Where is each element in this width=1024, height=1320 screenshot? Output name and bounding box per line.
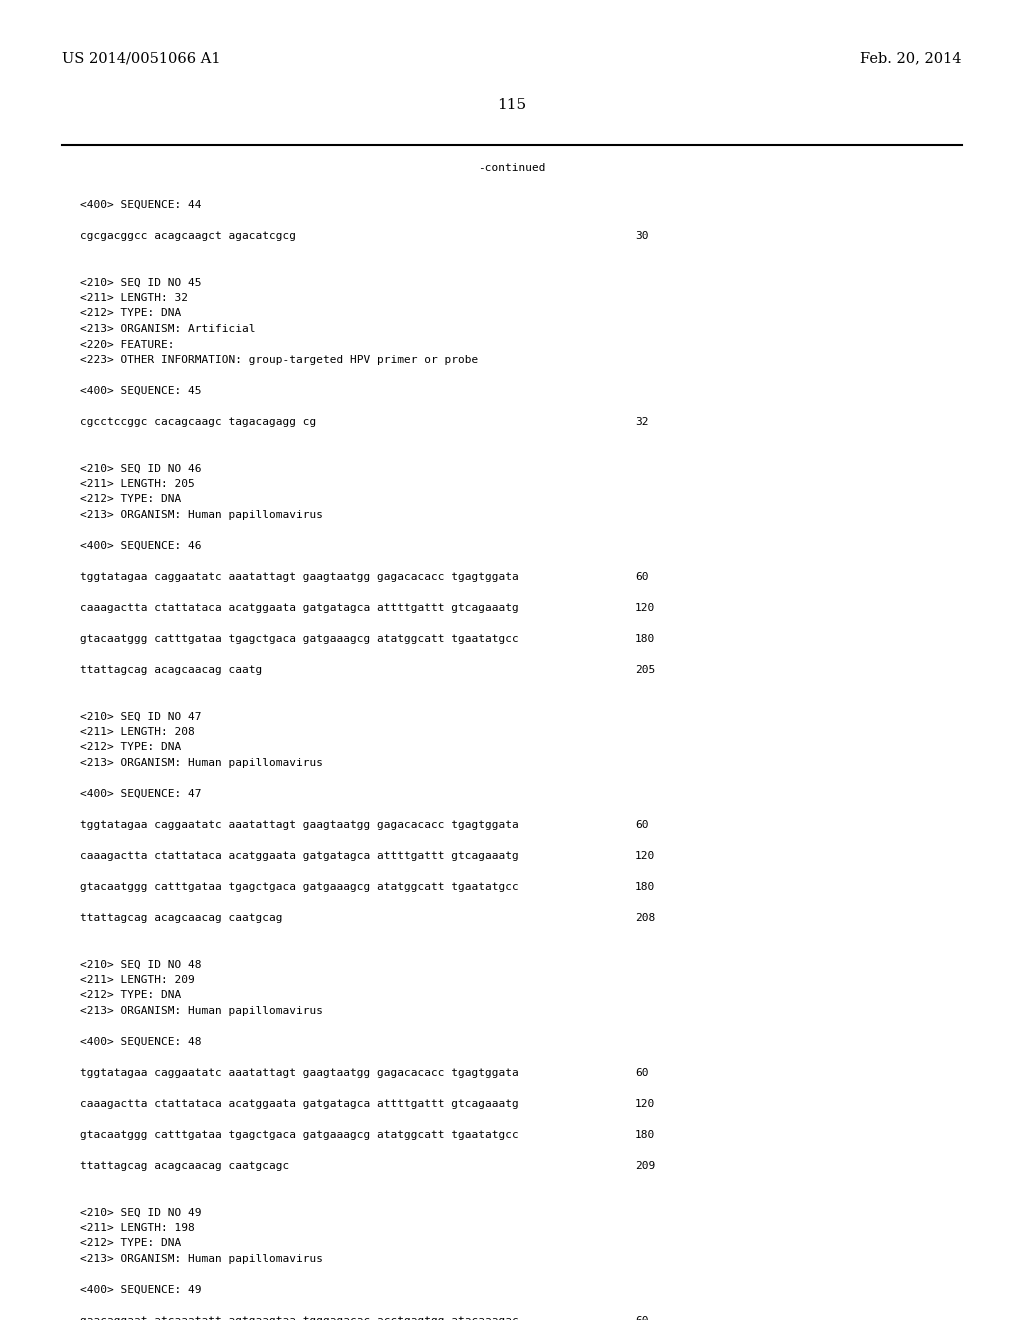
Text: <211> LENGTH: 209: <211> LENGTH: 209 [80,975,195,985]
Text: 60: 60 [635,572,648,582]
Text: cgcctccggc cacagcaagc tagacagagg cg: cgcctccggc cacagcaagc tagacagagg cg [80,417,316,426]
Text: 60: 60 [635,1316,648,1320]
Text: cgcgacggcc acagcaagct agacatcgcg: cgcgacggcc acagcaagct agacatcgcg [80,231,296,242]
Text: gtacaatggg catttgataa tgagctgaca gatgaaagcg atatggcatt tgaatatgcc: gtacaatggg catttgataa tgagctgaca gatgaaa… [80,634,519,644]
Text: gtacaatggg catttgataa tgagctgaca gatgaaagcg atatggcatt tgaatatgcc: gtacaatggg catttgataa tgagctgaca gatgaaa… [80,882,519,892]
Text: ttattagcag acagcaacag caatgcag: ttattagcag acagcaacag caatgcag [80,913,283,923]
Text: caaagactta ctattataca acatggaata gatgatagca attttgattt gtcagaaatg: caaagactta ctattataca acatggaata gatgata… [80,851,519,861]
Text: <400> SEQUENCE: 47: <400> SEQUENCE: 47 [80,789,202,799]
Text: US 2014/0051066 A1: US 2014/0051066 A1 [62,51,220,65]
Text: <211> LENGTH: 205: <211> LENGTH: 205 [80,479,195,488]
Text: 205: 205 [635,665,655,675]
Text: <223> OTHER INFORMATION: group-targeted HPV primer or probe: <223> OTHER INFORMATION: group-targeted … [80,355,478,366]
Text: 120: 120 [635,1100,655,1109]
Text: <400> SEQUENCE: 46: <400> SEQUENCE: 46 [80,541,202,550]
Text: 120: 120 [635,603,655,612]
Text: tggtatagaa caggaatatc aaatattagt gaagtaatgg gagacacacc tgagtggata: tggtatagaa caggaatatc aaatattagt gaagtaa… [80,1068,519,1078]
Text: 209: 209 [635,1162,655,1171]
Text: ttattagcag acagcaacag caatgcagc: ttattagcag acagcaacag caatgcagc [80,1162,289,1171]
Text: <212> TYPE: DNA: <212> TYPE: DNA [80,742,181,752]
Text: <211> LENGTH: 198: <211> LENGTH: 198 [80,1224,195,1233]
Text: gtacaatggg catttgataa tgagctgaca gatgaaagcg atatggcatt tgaatatgcc: gtacaatggg catttgataa tgagctgaca gatgaaa… [80,1130,519,1140]
Text: <210> SEQ ID NO 49: <210> SEQ ID NO 49 [80,1208,202,1217]
Text: <211> LENGTH: 208: <211> LENGTH: 208 [80,727,195,737]
Text: <210> SEQ ID NO 45: <210> SEQ ID NO 45 [80,277,202,288]
Text: -continued: -continued [478,162,546,173]
Text: <213> ORGANISM: Human papillomavirus: <213> ORGANISM: Human papillomavirus [80,1006,323,1016]
Text: Feb. 20, 2014: Feb. 20, 2014 [860,51,962,65]
Text: <210> SEQ ID NO 46: <210> SEQ ID NO 46 [80,463,202,474]
Text: <210> SEQ ID NO 48: <210> SEQ ID NO 48 [80,960,202,969]
Text: ttattagcag acagcaacag caatg: ttattagcag acagcaacag caatg [80,665,262,675]
Text: <213> ORGANISM: Artificial: <213> ORGANISM: Artificial [80,323,256,334]
Text: <400> SEQUENCE: 49: <400> SEQUENCE: 49 [80,1284,202,1295]
Text: <212> TYPE: DNA: <212> TYPE: DNA [80,495,181,504]
Text: tggtatagaa caggaatatc aaatattagt gaagtaatgg gagacacacc tgagtggata: tggtatagaa caggaatatc aaatattagt gaagtaa… [80,572,519,582]
Text: 120: 120 [635,851,655,861]
Text: <212> TYPE: DNA: <212> TYPE: DNA [80,309,181,318]
Text: <213> ORGANISM: Human papillomavirus: <213> ORGANISM: Human papillomavirus [80,758,323,768]
Text: <400> SEQUENCE: 45: <400> SEQUENCE: 45 [80,385,202,396]
Text: <220> FEATURE:: <220> FEATURE: [80,339,174,350]
Text: 30: 30 [635,231,648,242]
Text: <212> TYPE: DNA: <212> TYPE: DNA [80,990,181,1001]
Text: gaacaggaat atcaaatatt agtgaagtaa tgggagacac acctgagtgg atacaaagac: gaacaggaat atcaaatatt agtgaagtaa tgggaga… [80,1316,519,1320]
Text: <210> SEQ ID NO 47: <210> SEQ ID NO 47 [80,711,202,722]
Text: 208: 208 [635,913,655,923]
Text: <400> SEQUENCE: 44: <400> SEQUENCE: 44 [80,201,202,210]
Text: 60: 60 [635,1068,648,1078]
Text: 32: 32 [635,417,648,426]
Text: caaagactta ctattataca acatggaata gatgatagca attttgattt gtcagaaatg: caaagactta ctattataca acatggaata gatgata… [80,1100,519,1109]
Text: <212> TYPE: DNA: <212> TYPE: DNA [80,1238,181,1249]
Text: 180: 180 [635,882,655,892]
Text: 180: 180 [635,1130,655,1140]
Text: <211> LENGTH: 32: <211> LENGTH: 32 [80,293,188,304]
Text: tggtatagaa caggaatatc aaatattagt gaagtaatgg gagacacacc tgagtggata: tggtatagaa caggaatatc aaatattagt gaagtaa… [80,820,519,830]
Text: <400> SEQUENCE: 48: <400> SEQUENCE: 48 [80,1038,202,1047]
Text: <213> ORGANISM: Human papillomavirus: <213> ORGANISM: Human papillomavirus [80,1254,323,1265]
Text: 115: 115 [498,98,526,112]
Text: caaagactta ctattataca acatggaata gatgatagca attttgattt gtcagaaatg: caaagactta ctattataca acatggaata gatgata… [80,603,519,612]
Text: 180: 180 [635,634,655,644]
Text: <213> ORGANISM: Human papillomavirus: <213> ORGANISM: Human papillomavirus [80,510,323,520]
Text: 60: 60 [635,820,648,830]
